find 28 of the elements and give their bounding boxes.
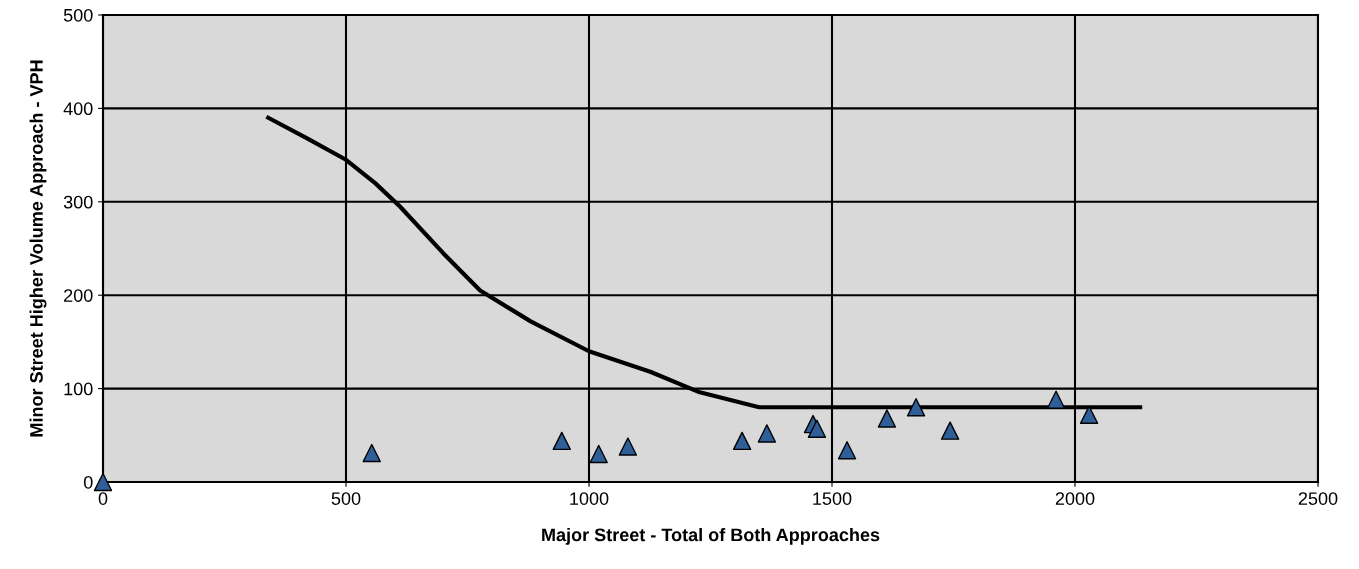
point bbox=[362, 443, 381, 463]
y-tick-label: 200 bbox=[64, 289, 93, 302]
y-tick-label: 500 bbox=[63, 8, 93, 22]
point bbox=[757, 424, 777, 443]
y-tick-label: 400 bbox=[63, 102, 93, 116]
point bbox=[837, 441, 857, 460]
point bbox=[906, 398, 926, 417]
y-tick-label: 300 bbox=[63, 195, 93, 209]
point bbox=[940, 421, 960, 440]
y-tick-label: 100 bbox=[64, 382, 93, 396]
point bbox=[877, 409, 897, 428]
y-tick-label: 0 bbox=[83, 475, 93, 489]
x-tick-label: 2500 bbox=[1298, 492, 1338, 505]
x-tick-label: 1000 bbox=[570, 492, 609, 505]
point bbox=[732, 431, 752, 451]
point bbox=[589, 444, 608, 464]
x-axis-title: Major Street - Total of Both Approaches bbox=[542, 528, 880, 545]
point bbox=[807, 419, 827, 438]
x-tick-label: 0 bbox=[98, 492, 108, 505]
y-axis-title: Minor Street Higher Volume Approach - VPH bbox=[29, 60, 47, 437]
point bbox=[1046, 390, 1066, 410]
point bbox=[93, 472, 113, 492]
point bbox=[552, 431, 571, 451]
point bbox=[1079, 405, 1099, 424]
x-tick-label: 1500 bbox=[813, 492, 852, 505]
x-tick-label: 2000 bbox=[1055, 492, 1095, 505]
point bbox=[618, 437, 638, 456]
x-tick-label: 500 bbox=[331, 492, 361, 505]
